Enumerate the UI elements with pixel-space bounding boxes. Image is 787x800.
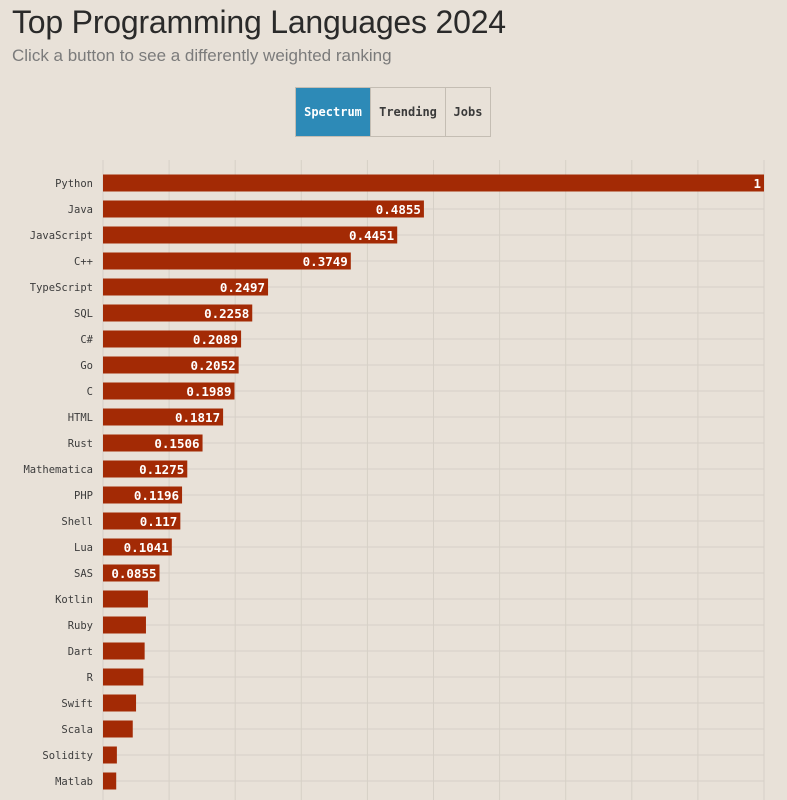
category-label: Scala [61,724,93,736]
jobs-button[interactable]: Jobs [446,88,490,136]
bar[interactable] [103,486,183,504]
data-label: 0.117 [140,514,178,529]
category-label: SQL [74,308,93,320]
category-label: Swift [61,698,93,710]
bar[interactable] [103,434,203,452]
data-label: 0.2052 [190,358,235,373]
category-label: Python [55,178,93,190]
bar[interactable] [103,200,424,218]
bar[interactable] [103,564,160,582]
category-label: TypeScript [30,282,93,294]
data-label: 0.1989 [186,384,231,399]
bar[interactable] [103,356,239,374]
bar[interactable] [103,772,117,790]
bar[interactable] [103,642,145,660]
bar[interactable] [103,408,224,426]
bar[interactable] [103,304,253,322]
trending-button[interactable]: Trending [371,88,446,136]
category-label: Ruby [68,620,93,632]
data-label: 0.1196 [134,488,179,503]
chart-title: Top Programming Languages 2024 [12,4,506,40]
data-label: 0.2497 [220,280,265,295]
category-label: JavaScript [30,230,93,242]
bar[interactable] [103,746,117,764]
bar[interactable] [103,460,188,478]
chart-subtitle: Click a button to see a differently weig… [12,46,392,65]
data-label: 0.1817 [175,410,220,425]
bar[interactable] [103,382,235,400]
data-label: 0.1041 [124,540,169,555]
data-label: 0.0855 [111,566,156,581]
category-label: Java [68,204,93,216]
data-label: 0.2089 [193,332,238,347]
category-label: Lua [74,542,93,554]
bar[interactable] [103,590,148,608]
bar[interactable] [103,538,172,556]
data-label: 1 [753,176,761,191]
data-label: 0.4451 [349,228,394,243]
data-label: 0.4855 [376,202,421,217]
ranking-button-group: Spectrum Trending Jobs [295,87,491,137]
data-label: 0.1506 [154,436,199,451]
bar[interactable] [103,278,269,296]
bar[interactable] [103,668,144,686]
bar[interactable] [103,720,133,738]
bar[interactable] [103,252,351,270]
data-label: 0.1275 [139,462,184,477]
category-label: Dart [68,646,93,658]
category-label: HTML [68,412,93,424]
bar[interactable] [103,512,181,530]
category-label: C++ [74,256,93,268]
data-label: 0.3749 [303,254,348,269]
bar[interactable] [103,226,398,244]
category-label: Go [80,360,93,372]
spectrum-button[interactable]: Spectrum [296,88,371,136]
category-label: C [87,386,93,398]
bar[interactable] [103,616,146,634]
category-label: SAS [74,568,93,580]
bar[interactable] [103,330,242,348]
category-label: Rust [68,438,93,450]
category-label: Shell [61,516,93,528]
bar[interactable] [103,694,137,712]
bar-chart: Python 1 Java 0.4855 JavaScript 0.4451 C++ 0.37… [23,160,765,800]
category-label: PHP [74,490,93,502]
category-label: Kotlin [55,594,93,606]
category-label: C# [80,334,93,346]
category-label: Solidity [42,750,93,762]
bar[interactable] [103,174,764,192]
category-label: R [87,672,94,684]
data-label: 0.2258 [204,306,249,321]
category-label: Matlab [55,776,93,788]
category-label: Mathematica [23,464,93,476]
